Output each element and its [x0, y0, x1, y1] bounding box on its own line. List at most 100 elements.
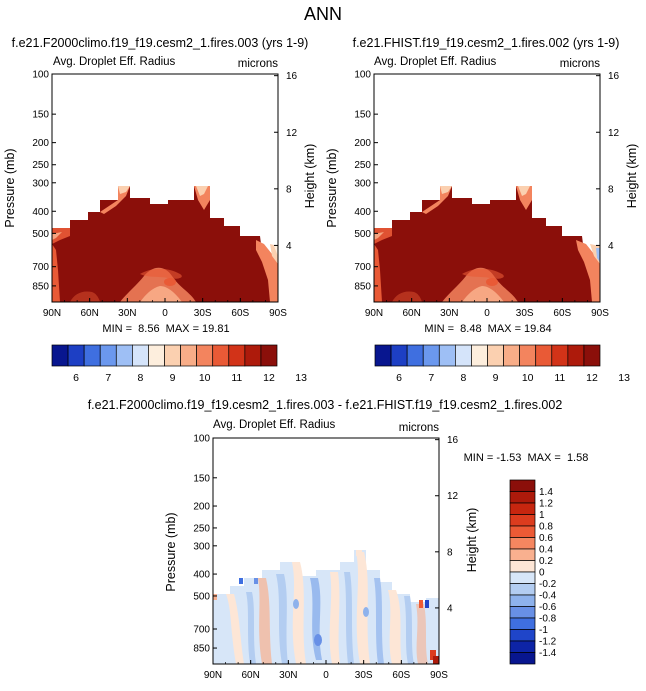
y-tick-label: 400 [354, 207, 371, 218]
x-tick-label: 90N [204, 670, 222, 681]
x-tick-label: 90S [591, 308, 609, 319]
colorbar-swatch [535, 344, 553, 367]
colorbar-label: -1.2 [539, 637, 557, 648]
colorbar-swatch [180, 344, 197, 367]
panel-2-units: microns [560, 58, 601, 70]
colorbar-swatch [509, 560, 536, 573]
colorbar-label: 1.2 [539, 499, 553, 510]
y-right-tick-label: 4 [608, 241, 614, 252]
x-tick-label: 60S [392, 670, 410, 681]
colorbar-swatch [509, 537, 536, 550]
x-tick-label: 30S [355, 670, 373, 681]
colorbar-label: -1.4 [539, 648, 557, 659]
y-right-tick-label: 12 [608, 128, 620, 139]
y-tick-label: 100 [193, 434, 210, 445]
y-tick-label: 700 [32, 262, 49, 273]
colorbar-panel-1: 6 7 8 9 10 11 12 13 [51, 344, 307, 384]
colorbar-swatch [390, 344, 408, 367]
colorbar-swatch [509, 652, 536, 665]
x-tick-label: 60N [80, 308, 98, 319]
colorbar-label: -0.8 [539, 614, 557, 625]
colorbar-label: 11 [554, 372, 565, 384]
panel-2-stats: MIN = 8.48 MAX = 19.84 [424, 323, 551, 335]
y-tick-label: 200 [354, 138, 371, 149]
colorbar-swatch [406, 344, 424, 367]
x-tick-label: 30S [516, 308, 534, 319]
panel-diff-field [213, 550, 439, 664]
x-tick-label: 60S [553, 308, 571, 319]
colorbar-swatch [509, 479, 536, 492]
y-right-tick-label: 8 [608, 184, 614, 195]
colorbar-label: 10 [522, 372, 534, 384]
colorbar-swatch [148, 344, 165, 367]
colorbar-swatch [487, 344, 504, 367]
colorbar-swatch [260, 344, 278, 367]
y-tick-label: 250 [32, 160, 49, 171]
colorbar-swatch [422, 344, 440, 367]
colorbar-swatch [455, 344, 472, 367]
panel-1-stats: MIN = 8.56 MAX = 19.81 [102, 323, 229, 335]
colorbar-swatch [164, 344, 181, 367]
figure-title: ANN [304, 4, 342, 24]
colorbar-label: 10 [199, 372, 211, 384]
panel-2: f.e21.FHIST.f19_f19.cesm2_1.fires.002 (y… [325, 36, 639, 335]
y-tick-label: 100 [354, 70, 371, 81]
y-right-tick-label: 12 [447, 491, 459, 502]
colorbar-swatch [99, 344, 117, 367]
x-tick-label: 30N [118, 308, 136, 319]
colorbar-swatch [567, 344, 585, 367]
panel-1-field [52, 186, 278, 302]
colorbar-swatch [509, 548, 536, 561]
colorbar-label: 8 [137, 372, 143, 384]
x-tick-label: 90N [365, 308, 383, 319]
colorbar-label: 9 [493, 372, 499, 384]
y-tick-label: 700 [354, 262, 371, 273]
colorbar-swatch [509, 525, 536, 538]
colorbar-label: 7 [428, 372, 434, 384]
y-tick-label: 700 [193, 624, 210, 635]
panel-diff-ylabel: Pressure (mb) [164, 512, 178, 591]
y-right-tick-label: 12 [286, 128, 298, 139]
colorbar-swatch [509, 629, 536, 642]
colorbar-swatch [374, 344, 392, 367]
y-tick-label: 100 [32, 70, 49, 81]
y-tick-label: 400 [32, 207, 49, 218]
x-tick-label: 90S [269, 308, 287, 319]
colorbar-swatch [212, 344, 230, 367]
x-tick-label: 60N [241, 670, 259, 681]
colorbar-swatch [438, 344, 456, 367]
colorbar-swatch [51, 344, 69, 367]
colorbar-swatch [132, 344, 149, 367]
y-tick-label: 200 [193, 502, 210, 513]
x-tick-label: 90N [43, 308, 61, 319]
y-tick-label: 500 [32, 229, 49, 240]
colorbar-swatch [67, 344, 85, 367]
colorbar-swatch [244, 344, 262, 367]
colorbar-label: 12 [263, 372, 275, 384]
colorbar-label: 7 [105, 372, 111, 384]
colorbar-label: 8 [460, 372, 466, 384]
y-tick-label: 300 [354, 178, 371, 189]
colorbar-label: 1 [539, 510, 545, 521]
y-tick-label: 500 [193, 591, 210, 602]
colorbar-label: 0 [539, 568, 545, 579]
y-tick-label: 150 [354, 110, 371, 121]
colorbar-swatch [583, 344, 601, 367]
colorbar-swatch [196, 344, 214, 367]
y-tick-label: 300 [193, 541, 210, 552]
y-right-tick-label: 16 [608, 71, 620, 82]
panel-2-ylabel-right: Height (km) [625, 144, 639, 209]
colorbar-swatch [509, 617, 536, 630]
y-tick-label: 200 [32, 138, 49, 149]
y-tick-label: 850 [32, 281, 49, 292]
x-tick-label: 0 [484, 308, 490, 319]
colorbar-label: -0.4 [539, 591, 557, 602]
panel-1-units: microns [238, 58, 279, 70]
panel-2-cloud-mask [374, 186, 600, 302]
colorbar-label: -0.2 [539, 579, 557, 590]
colorbar-swatch [551, 344, 569, 367]
x-tick-label: 30N [279, 670, 297, 681]
panel-diff-stats: MIN = -1.53 MAX = 1.58 [464, 452, 589, 464]
colorbar-label: 12 [586, 372, 598, 384]
